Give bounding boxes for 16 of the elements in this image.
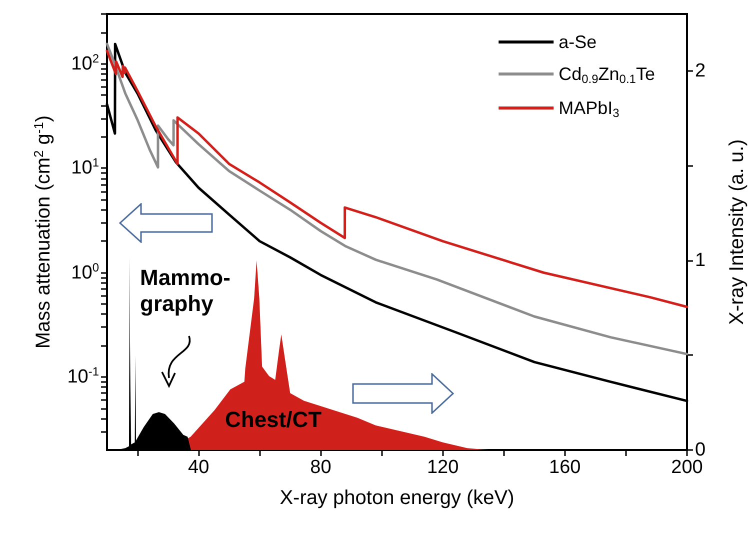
y2-tick-label: 1 — [695, 250, 706, 271]
y-tick-label: 10$^{1}$ — [71, 156, 99, 179]
y2-tick-label: 2 — [695, 60, 706, 82]
x-tick-label: 80 — [310, 457, 332, 478]
legend-label: a-Se — [558, 32, 597, 52]
x-axis-title: X-ray photon energy (keV) — [280, 487, 514, 509]
y-tick-label: 10$^{0}$ — [71, 260, 99, 284]
x-tick-label: 40 — [188, 457, 210, 478]
annotation: Chest/CT — [225, 407, 322, 433]
y2-axis-title: X-ray Intensity (a. u.) — [726, 139, 748, 325]
x-tick-label: 120 — [426, 457, 459, 478]
y-tick-label: 10$^{2}$ — [71, 51, 99, 74]
y-tick-label: 10$^{-1}$ — [67, 364, 99, 388]
annotation: Mammo- graphy — [140, 265, 230, 317]
x-tick-label: 160 — [549, 457, 581, 478]
y-axis-title: Mass attenuation (cm2 g-1) — [31, 115, 54, 349]
